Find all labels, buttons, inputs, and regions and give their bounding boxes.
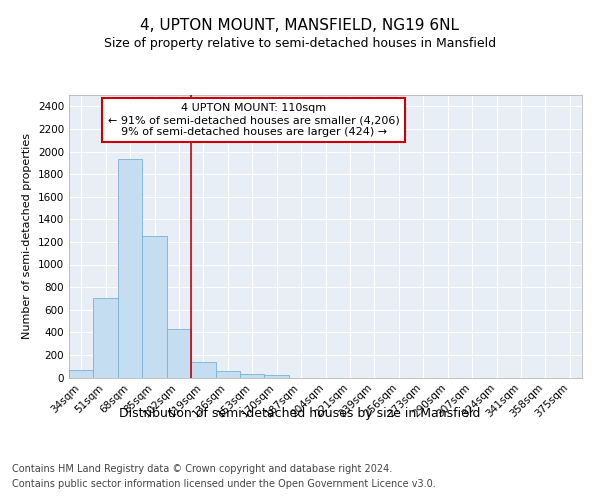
Text: 4 UPTON MOUNT: 110sqm
← 91% of semi-detached houses are smaller (4,206)
9% of se: 4 UPTON MOUNT: 110sqm ← 91% of semi-deta… [108, 104, 400, 136]
Bar [191, 362, 215, 378]
Bar [118, 160, 142, 378]
Bar [142, 236, 167, 378]
Text: 4, UPTON MOUNT, MANSFIELD, NG19 6NL: 4, UPTON MOUNT, MANSFIELD, NG19 6NL [140, 18, 460, 32]
Bar [265, 374, 289, 378]
Text: Contains public sector information licensed under the Open Government Licence v3: Contains public sector information licen… [12, 479, 436, 489]
Bar [240, 374, 265, 378]
Bar [69, 370, 94, 378]
Bar [215, 370, 240, 378]
Bar [167, 329, 191, 378]
Bar [94, 298, 118, 378]
Y-axis label: Number of semi-detached properties: Number of semi-detached properties [22, 133, 32, 339]
Text: Contains HM Land Registry data © Crown copyright and database right 2024.: Contains HM Land Registry data © Crown c… [12, 464, 392, 474]
Text: Distribution of semi-detached houses by size in Mansfield: Distribution of semi-detached houses by … [119, 408, 481, 420]
Text: Size of property relative to semi-detached houses in Mansfield: Size of property relative to semi-detach… [104, 38, 496, 51]
